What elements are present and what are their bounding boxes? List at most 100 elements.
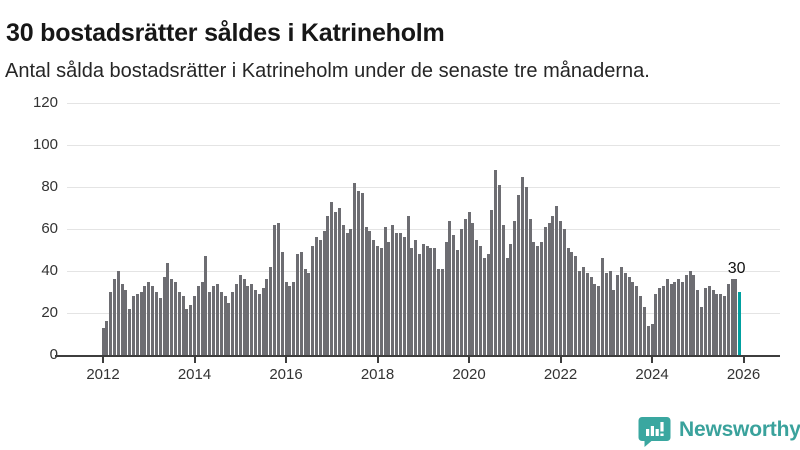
bar-month [574,256,578,355]
bar-month [421,243,425,355]
bar-month [440,268,444,355]
bar-month [292,281,296,355]
bar-month [322,231,326,355]
bar-month [612,289,616,355]
bar-month [307,273,311,355]
bar-month [212,285,216,355]
bar-month [616,275,620,355]
bar-month [627,277,631,355]
bar-month [585,273,589,355]
bar-month [280,252,284,355]
bar-month [555,205,559,355]
bar-month [661,285,665,355]
bar-month [730,279,734,355]
bar-month [379,247,383,355]
bar-month [444,241,448,355]
bar-month [536,245,540,355]
bar-month [417,254,421,355]
bar-month [707,285,711,355]
grid-line [67,103,780,104]
x-axis-tick [559,357,562,363]
bar-month [562,229,566,355]
bar-month [700,306,704,355]
bar-month [501,224,505,355]
bar-month [208,292,212,355]
bar-month [120,283,124,355]
bar-month [204,256,208,355]
bar-month [246,285,250,355]
bar-month [223,296,227,355]
bar-month [273,224,277,355]
bar-month [200,281,204,355]
x-axis-tick [285,357,287,363]
bar-month [665,279,669,355]
bar-month [604,273,608,355]
bar-month [124,289,128,355]
bar-month [128,308,132,355]
bar-month [227,302,231,355]
bar-month [581,266,585,355]
newsworthy-logo: Newsworthy [638,413,800,447]
bar-month [116,271,120,355]
bar-month [299,252,303,355]
bar-month [715,294,719,355]
bar-month [459,229,463,355]
bar-month [410,247,414,355]
bar-month [547,222,551,355]
bar-month [635,285,639,355]
bar-month [608,271,612,355]
bar-month [311,245,315,355]
bar-month [463,218,467,355]
bar-month [486,254,490,355]
bar-month [589,277,593,355]
bar-month [105,321,109,355]
bar-month [181,296,185,355]
y-axis-tick-label: 120 [32,94,58,111]
bar-month [383,226,387,355]
bar-month [257,294,261,355]
bar-month [646,325,650,355]
bar-month [433,247,437,355]
bar-month [684,275,688,355]
bar-month [330,201,334,355]
bar-month [162,277,166,355]
bar-month [132,296,135,355]
chart-subtitle: Antal sålda bostadsrätter i Katrineholm … [5,60,650,82]
bar-month [315,237,318,355]
bar-month [734,279,738,355]
bar-month [376,245,379,355]
bar-month [395,233,399,355]
bar-month [242,279,246,355]
x-axis-tick-label: 2016 [269,366,303,383]
x-axis-tick-label: 2024 [635,366,669,383]
bar-month [513,220,517,355]
bar-month [391,224,395,355]
bar-month [345,233,349,355]
bar-month [326,216,330,355]
bar-month [154,292,158,355]
bar-month [318,239,322,355]
bar-month [353,182,357,355]
bar-month [185,308,189,355]
bar-month [406,216,410,355]
bar-month [600,258,604,355]
bar-month [711,289,715,355]
bar-month [284,281,288,355]
bar-month [398,233,402,355]
bar-month [498,184,501,355]
bar-month [387,241,391,355]
bar-month [196,285,200,355]
x-axis-tick [102,357,104,363]
bar-month [475,239,479,355]
bar-month [456,250,460,355]
bar-month [471,222,475,355]
bar-month [597,285,601,355]
bar-month [650,323,654,355]
bar-month [166,262,170,355]
x-axis-tick [468,357,470,363]
x-axis-line [55,355,780,357]
bar-month [673,281,677,355]
bar-month [261,287,265,355]
newsworthy-wordmark: Newsworthy [679,418,800,441]
bar-month [726,283,730,355]
